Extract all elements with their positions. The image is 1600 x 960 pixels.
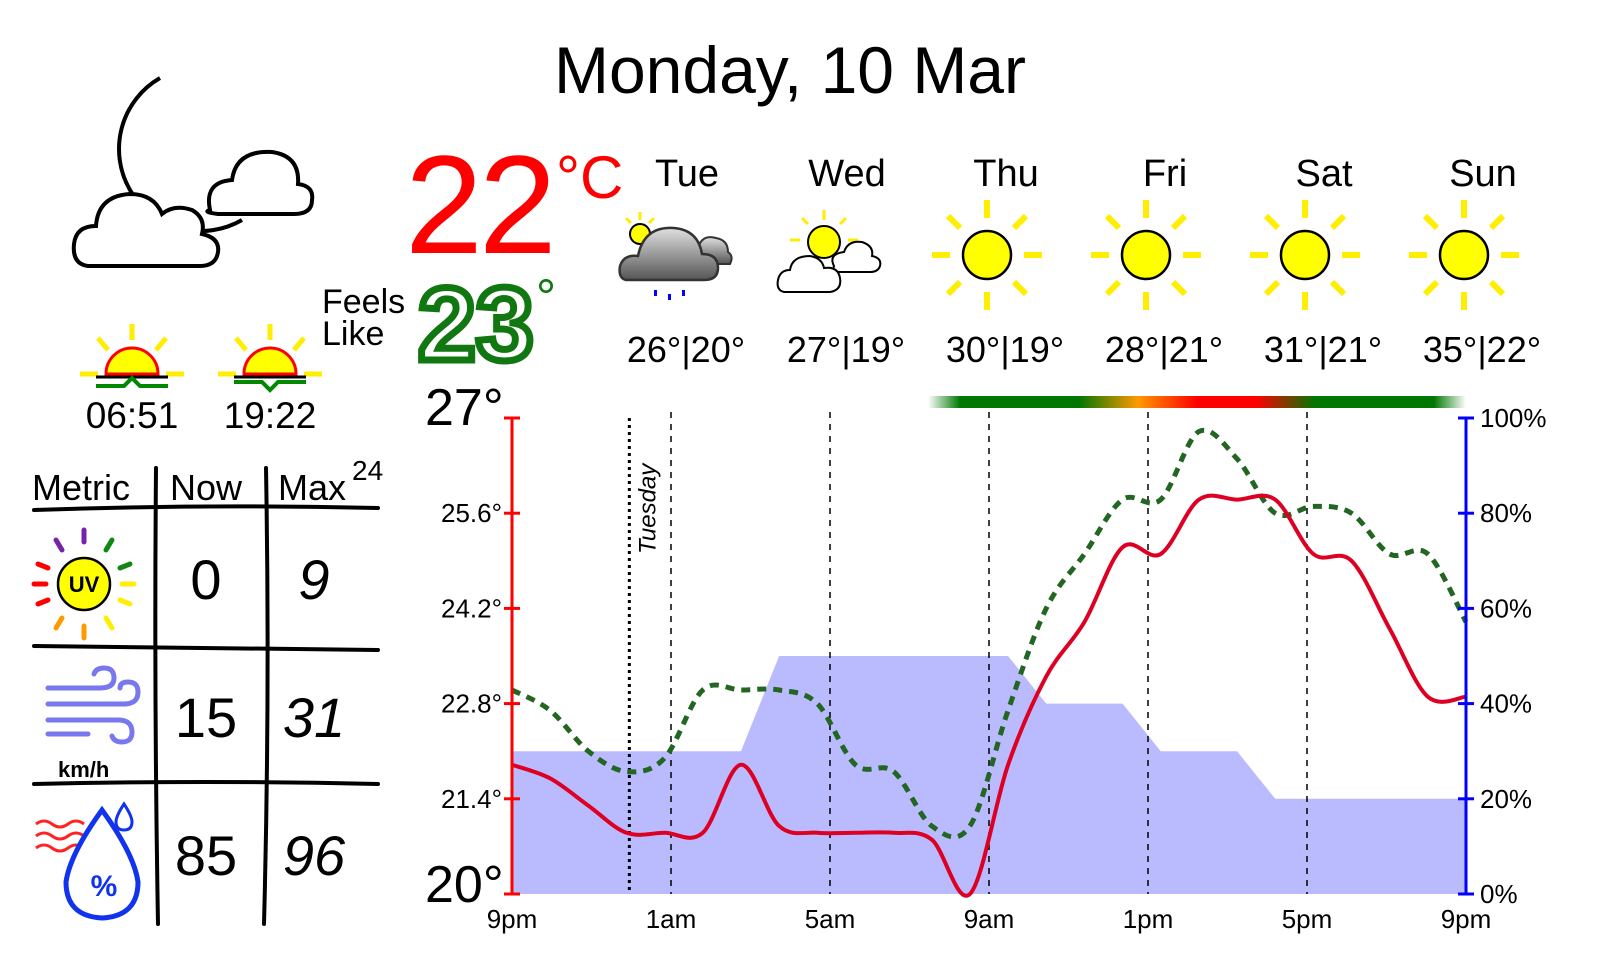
forecast-range: 35°|22° bbox=[1422, 329, 1542, 370]
feels-like-value: 23 bbox=[415, 267, 538, 384]
wind-max: 31 bbox=[282, 686, 346, 749]
metrics-header-metric: Metric bbox=[32, 467, 130, 508]
forecast-day-name: Sat bbox=[1295, 153, 1353, 195]
temp-axis-tick-label: 22.8° bbox=[441, 689, 502, 719]
temp-axis-tick-label: 25.6° bbox=[441, 498, 502, 528]
wind-now: 15 bbox=[174, 686, 238, 749]
cloud-icon bbox=[71, 191, 221, 268]
sun-icon bbox=[932, 200, 1042, 310]
forecast-range: 30°|19° bbox=[945, 329, 1065, 370]
x-tick-label: 1am bbox=[646, 904, 697, 934]
sunset-icon bbox=[218, 324, 322, 393]
forecast-day-tue: Tue bbox=[622, 152, 752, 196]
wind-icon bbox=[45, 665, 141, 745]
precip-axis-tick-label: 100% bbox=[1480, 403, 1547, 433]
feels-like-label-line1: Feels bbox=[322, 283, 406, 321]
sun-icon bbox=[1409, 200, 1519, 310]
forecast-day-name: Fri bbox=[1142, 153, 1188, 195]
day-marker-label: Tuesday bbox=[634, 462, 661, 554]
forecast-day-name: Thu bbox=[973, 153, 1039, 195]
forecast-day-name: Tue bbox=[654, 153, 720, 195]
humidity-icon: % bbox=[35, 801, 141, 921]
precip-axis-tick-label: 20% bbox=[1480, 784, 1532, 814]
temperature-unit: °C bbox=[556, 144, 624, 211]
precip-axis-tick-label: 80% bbox=[1480, 498, 1532, 528]
uv-max: 9 bbox=[298, 548, 330, 611]
temp-axis-tick-label: 21.4° bbox=[441, 784, 502, 814]
wind-unit: km/h bbox=[58, 757, 110, 782]
moon-with-clouds-icon bbox=[71, 76, 315, 268]
svg-text:UV: UV bbox=[69, 572, 100, 597]
forecast-day-sun: Sun bbox=[1418, 152, 1548, 196]
sun-icon bbox=[1250, 200, 1360, 310]
x-tick-label: 9pm bbox=[487, 904, 538, 934]
forecast-day-thu: Thu bbox=[941, 152, 1071, 196]
sunset-time: 19:22 bbox=[223, 395, 317, 436]
svg-text:%: % bbox=[91, 870, 118, 903]
temp-axis-max-label: 27° bbox=[425, 379, 504, 437]
date-title: Monday, 10 Mar bbox=[554, 33, 1026, 107]
current-temperature: 22 bbox=[405, 126, 557, 283]
forecast-day-name: Sun bbox=[1449, 153, 1517, 195]
metrics-header-max-superscript: 24 bbox=[352, 455, 384, 486]
humidity-now: 85 bbox=[174, 824, 238, 887]
x-tick-label: 5pm bbox=[1282, 904, 1333, 934]
feels-like-label: Feels Like bbox=[322, 283, 406, 353]
metrics-header-max: Max bbox=[278, 467, 347, 508]
sunrise-time: 06:51 bbox=[85, 395, 179, 436]
cloud-icon bbox=[205, 149, 315, 216]
x-tick-label: 9am bbox=[964, 904, 1015, 934]
temperature-line bbox=[511, 493, 1467, 898]
forecast-range: 28°|21° bbox=[1104, 329, 1224, 370]
x-tick-label: 1pm bbox=[1123, 904, 1174, 934]
precip-axis-tick-label: 0% bbox=[1480, 879, 1518, 909]
uv-now: 0 bbox=[190, 548, 222, 611]
metrics-header-now: Now bbox=[170, 467, 243, 508]
forecast-day-name: Wed bbox=[808, 153, 886, 195]
uv-color-band bbox=[928, 396, 1466, 408]
forecast-range: 31°|21° bbox=[1263, 329, 1383, 370]
forecast-day-sat: Sat bbox=[1259, 152, 1389, 196]
metrics-table-grid bbox=[32, 466, 380, 926]
forecast-range: 27°|19° bbox=[786, 329, 906, 370]
feels-like-line bbox=[510, 427, 1469, 840]
uv-index-icon: UV bbox=[31, 527, 137, 641]
forecast-day-wed: Wed bbox=[782, 152, 912, 196]
sun-with-rain-cloud-icon bbox=[618, 212, 733, 300]
temp-axis-tick-label: 24.2° bbox=[441, 593, 502, 623]
feels-like-label-line2: Like bbox=[322, 315, 385, 353]
sunrise-icon bbox=[80, 324, 184, 388]
precip-axis-tick-label: 40% bbox=[1480, 689, 1532, 719]
humidity-max: 96 bbox=[282, 824, 346, 887]
feels-like-degree: ° bbox=[536, 269, 556, 325]
forecast-day-fri: Fri bbox=[1100, 152, 1230, 196]
sun-icon bbox=[1091, 200, 1201, 310]
x-tick-label: 9pm bbox=[1441, 904, 1492, 934]
sun-with-clouds-icon bbox=[776, 210, 882, 293]
forecast-range: 26°|20° bbox=[626, 329, 746, 370]
temp-axis-min-label: 20° bbox=[425, 856, 504, 914]
precip-axis-tick-label: 60% bbox=[1480, 593, 1532, 623]
x-tick-label: 5am bbox=[805, 904, 856, 934]
